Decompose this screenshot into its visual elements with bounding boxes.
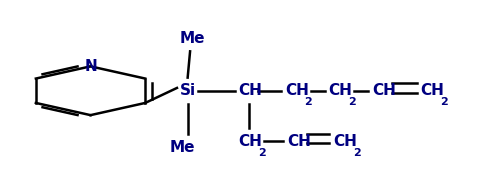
Text: N: N: [84, 59, 97, 74]
Text: Me: Me: [170, 139, 196, 155]
Text: CH: CH: [329, 83, 353, 98]
Text: 2: 2: [440, 97, 448, 107]
Text: 2: 2: [353, 148, 360, 158]
Text: CH: CH: [287, 134, 311, 149]
Text: CH: CH: [372, 83, 396, 98]
Text: CH: CH: [239, 83, 262, 98]
Text: CH: CH: [333, 134, 357, 149]
Text: CH: CH: [421, 83, 445, 98]
Text: CH: CH: [285, 83, 309, 98]
Text: 2: 2: [304, 97, 312, 107]
Text: 2: 2: [348, 97, 356, 107]
Text: 2: 2: [258, 148, 266, 158]
Text: CH: CH: [239, 134, 262, 149]
Text: Me: Me: [180, 31, 205, 46]
Text: Si: Si: [180, 83, 196, 98]
